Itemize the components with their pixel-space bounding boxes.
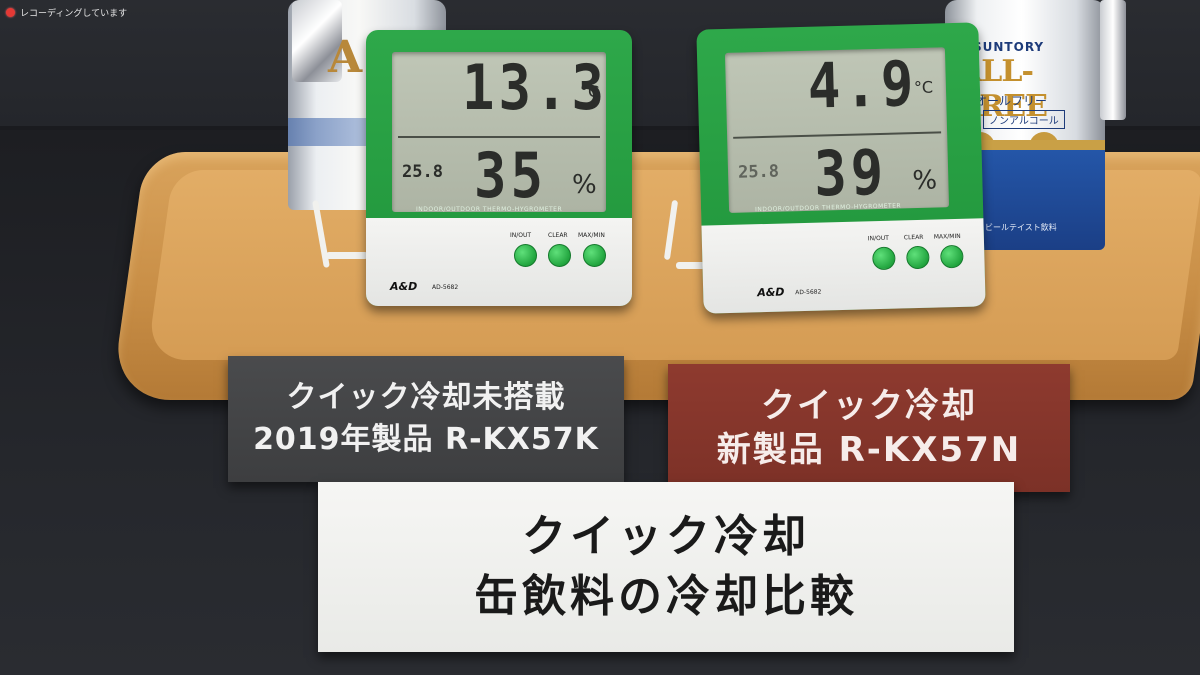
temperature-reading: 4.9 xyxy=(806,47,919,123)
sign-gray-line2: 2019年製品 R-KX57K xyxy=(253,422,599,457)
lcd-display: 4.9 °C 25.8 39 % xyxy=(724,47,950,213)
brand-logo: A&D xyxy=(757,285,785,300)
right-can-brand: SUNTORY xyxy=(973,40,1045,54)
button-panel: IN/OUT CLEAR MAX/MIN A&D AD-5682 xyxy=(366,218,632,306)
max-min-label: MAX/MIN xyxy=(578,232,605,239)
max-min-button[interactable] xyxy=(940,244,964,269)
temperature-unit: °C xyxy=(913,77,934,98)
clear-label: CLEAR xyxy=(548,232,568,239)
sign-comparison-title: クイック冷却 缶飲料の冷却比較 xyxy=(318,482,1014,652)
thermometer-left: 13.3 °C 25.8 35 % INDOOR/OUTDOOR THERMO-… xyxy=(366,30,632,306)
product-strip-label: INDOOR/OUTDOOR THERMO-HYGROMETER xyxy=(416,206,563,213)
in-out-button[interactable] xyxy=(872,246,896,271)
sign-white-line2: 缶飲料の冷却比較 xyxy=(474,571,858,622)
lcd-display: 13.3 °C 25.8 35 % xyxy=(392,51,609,212)
sign-gray-line1: クイック冷却未搭載 xyxy=(286,380,566,415)
clear-label: CLEAR xyxy=(903,233,924,242)
right-can-footer: ビールテイスト飲料 xyxy=(985,223,1057,232)
in-out-button[interactable] xyxy=(514,244,537,267)
sign-quick-cooling-new: クイック冷却 新製品 R-KX57N xyxy=(668,364,1070,492)
max-min-button[interactable] xyxy=(583,244,606,267)
model-number: AD-5682 xyxy=(432,284,459,291)
max-min-label: MAX/MIN xyxy=(933,232,961,241)
button-panel: IN/OUT CLEAR MAX/MIN A&D AD-5682 xyxy=(701,218,986,314)
temperature-reading: 13.3 xyxy=(462,51,609,124)
sign-red-line2: 新製品 R-KX57N xyxy=(716,430,1022,470)
clear-button[interactable] xyxy=(906,245,930,270)
humidity-unit: % xyxy=(911,165,938,197)
recording-label: レコーディングしています xyxy=(20,9,128,19)
left-can-letter: A xyxy=(328,32,363,83)
sign-white-line1: クイック冷却 xyxy=(522,511,810,562)
small-reading: 25.8 xyxy=(402,162,443,182)
right-can-kana: オールフリー xyxy=(975,94,1048,108)
record-icon xyxy=(6,8,15,17)
recording-indicator: レコーディングしています xyxy=(6,6,127,19)
small-reading: 25.8 xyxy=(737,161,780,183)
brand-logo: A&D xyxy=(390,280,418,293)
humidity-reading: 39 xyxy=(813,136,889,211)
humidity-reading: 35 xyxy=(474,139,548,212)
clear-button[interactable] xyxy=(548,244,571,267)
in-out-label: IN/OUT xyxy=(867,234,890,243)
right-probe-plug xyxy=(676,262,718,269)
humidity-unit: % xyxy=(572,170,597,200)
left-probe-plug xyxy=(326,252,368,259)
sign-red-line1: クイック冷却 xyxy=(761,386,977,426)
thermometer-right: 4.9 °C 25.8 39 % INDOOR/OUTDOOR THERMO-H… xyxy=(696,22,986,314)
right-foil xyxy=(1100,0,1126,120)
lcd-divider xyxy=(398,136,600,138)
sign-without-quick-cooling: クイック冷却未搭載 2019年製品 R-KX57K xyxy=(228,356,624,482)
temperature-unit: °C xyxy=(580,82,600,101)
model-number: AD-5682 xyxy=(795,288,822,297)
right-can-tag: ノンアルコール xyxy=(983,110,1065,129)
in-out-label: IN/OUT xyxy=(510,232,532,239)
foil-wrap xyxy=(292,0,342,82)
